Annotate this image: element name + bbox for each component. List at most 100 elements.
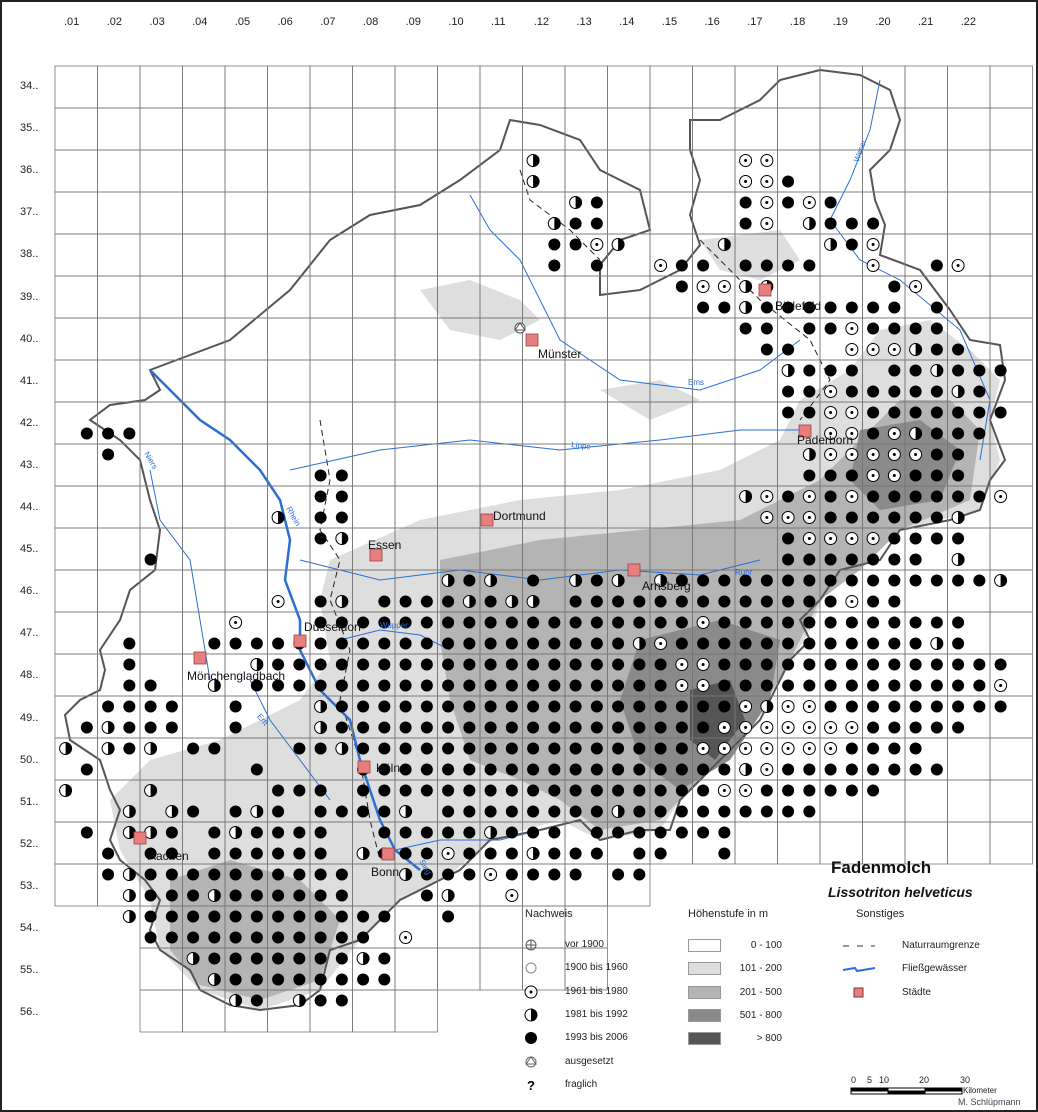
grid-cell (224, 443, 268, 487)
column-label: .15 (661, 16, 678, 28)
filled-circle-icon (888, 322, 901, 335)
column-label: .12 (533, 16, 549, 28)
circle-dot-icon (845, 490, 859, 503)
filled-circle-icon (888, 406, 901, 419)
circle-dot-icon (845, 427, 859, 440)
filled-circle-icon (250, 973, 263, 986)
filled-circle-icon (952, 406, 965, 419)
filled-circle-icon (824, 616, 837, 629)
filled-circle-icon (973, 364, 986, 377)
half-circle-icon (611, 574, 625, 587)
grid-cell (352, 401, 396, 445)
legend-label: ausgesetzt (565, 1055, 614, 1067)
filled-circle-icon (527, 700, 540, 713)
filled-circle-icon (463, 721, 476, 734)
filled-circle-icon (314, 994, 327, 1007)
circle-dot-icon (760, 175, 774, 188)
filled-circle-icon (633, 784, 646, 797)
filled-circle-icon (888, 763, 901, 776)
grid-cell (224, 275, 268, 319)
filled-circle-icon (569, 238, 582, 251)
filled-circle-icon (697, 259, 710, 272)
grid-cell (522, 107, 566, 151)
circle-dot-icon (229, 616, 243, 629)
grid-cell (904, 191, 948, 235)
circle-dot-icon (824, 721, 838, 734)
legend-label: 201 - 500 (739, 986, 782, 998)
city-square-icon (357, 760, 371, 774)
filled-circle-icon (760, 616, 773, 629)
filled-circle-icon (484, 616, 497, 629)
filled-circle-icon (952, 343, 965, 356)
grid-cell (564, 65, 608, 109)
filled-circle-icon (952, 679, 965, 692)
filled-circle-icon (633, 721, 646, 734)
filled-circle-icon (973, 658, 986, 671)
filled-circle-icon (782, 595, 795, 608)
half-circle-icon (186, 952, 200, 965)
grid-cell (309, 191, 353, 235)
filled-circle-icon (484, 658, 497, 671)
filled-circle-icon (633, 700, 646, 713)
filled-circle-icon (293, 826, 306, 839)
filled-circle-icon (505, 658, 518, 671)
filled-circle-icon (569, 700, 582, 713)
filled-circle-icon (739, 574, 752, 587)
filled-circle-icon (888, 742, 901, 755)
river-ruhr (299, 559, 761, 581)
filled-circle-icon (250, 994, 263, 1007)
filled-circle-icon (888, 616, 901, 629)
half-circle-icon (207, 679, 221, 692)
filled-circle-icon (505, 847, 518, 860)
scale-tick-label: 10 (879, 1075, 890, 1085)
filled-circle-icon (930, 511, 943, 524)
column-label: .19 (832, 16, 848, 28)
circle-dot-icon (802, 721, 816, 734)
grid-cell (607, 443, 651, 487)
introduced-record-symbol (514, 322, 526, 334)
filled-circle-icon (165, 931, 178, 944)
filled-circle-icon (123, 427, 136, 440)
grid-cell (607, 191, 651, 235)
filled-circle-icon (824, 679, 837, 692)
filled-circle-icon (314, 973, 327, 986)
circle-dot-icon (824, 385, 838, 398)
filled-circle-icon (739, 616, 752, 629)
circle-dot-icon (845, 322, 859, 335)
filled-circle-icon (357, 973, 370, 986)
filled-circle-icon (569, 763, 582, 776)
grid-cell (947, 821, 991, 865)
circle-dot-icon (887, 448, 901, 461)
filled-circle-icon (867, 742, 880, 755)
filled-circle-icon (335, 658, 348, 671)
grid-cell (522, 65, 566, 109)
filled-circle-icon (399, 700, 412, 713)
filled-circle-icon (463, 574, 476, 587)
filled-circle-icon (867, 763, 880, 776)
filled-circle-icon (782, 805, 795, 818)
grid-cell (989, 233, 1033, 277)
filled-circle-icon (314, 490, 327, 503)
filled-circle-icon (612, 784, 625, 797)
filled-circle-icon (697, 763, 710, 776)
circle-dot-icon (696, 280, 710, 293)
circle-dot-icon (760, 763, 774, 776)
filled-circle-icon (357, 679, 370, 692)
filled-circle-icon (505, 637, 518, 650)
filled-circle-icon (357, 700, 370, 713)
circle-dot-icon (951, 259, 965, 272)
filled-circle-icon (187, 805, 200, 818)
grid-cell (777, 821, 821, 865)
filled-circle-icon (909, 658, 922, 671)
grid-cell (182, 989, 226, 1033)
filled-circle-icon (782, 658, 795, 671)
filled-circle-icon (909, 385, 922, 398)
filled-circle-icon (739, 637, 752, 650)
filled-circle-icon (272, 679, 285, 692)
filled-circle-icon (590, 658, 603, 671)
half-circle-icon (739, 763, 753, 776)
filled-circle-icon (314, 910, 327, 923)
circle-dot-icon (696, 616, 710, 629)
circle-dot-icon (824, 532, 838, 545)
filled-circle-icon (739, 322, 752, 335)
